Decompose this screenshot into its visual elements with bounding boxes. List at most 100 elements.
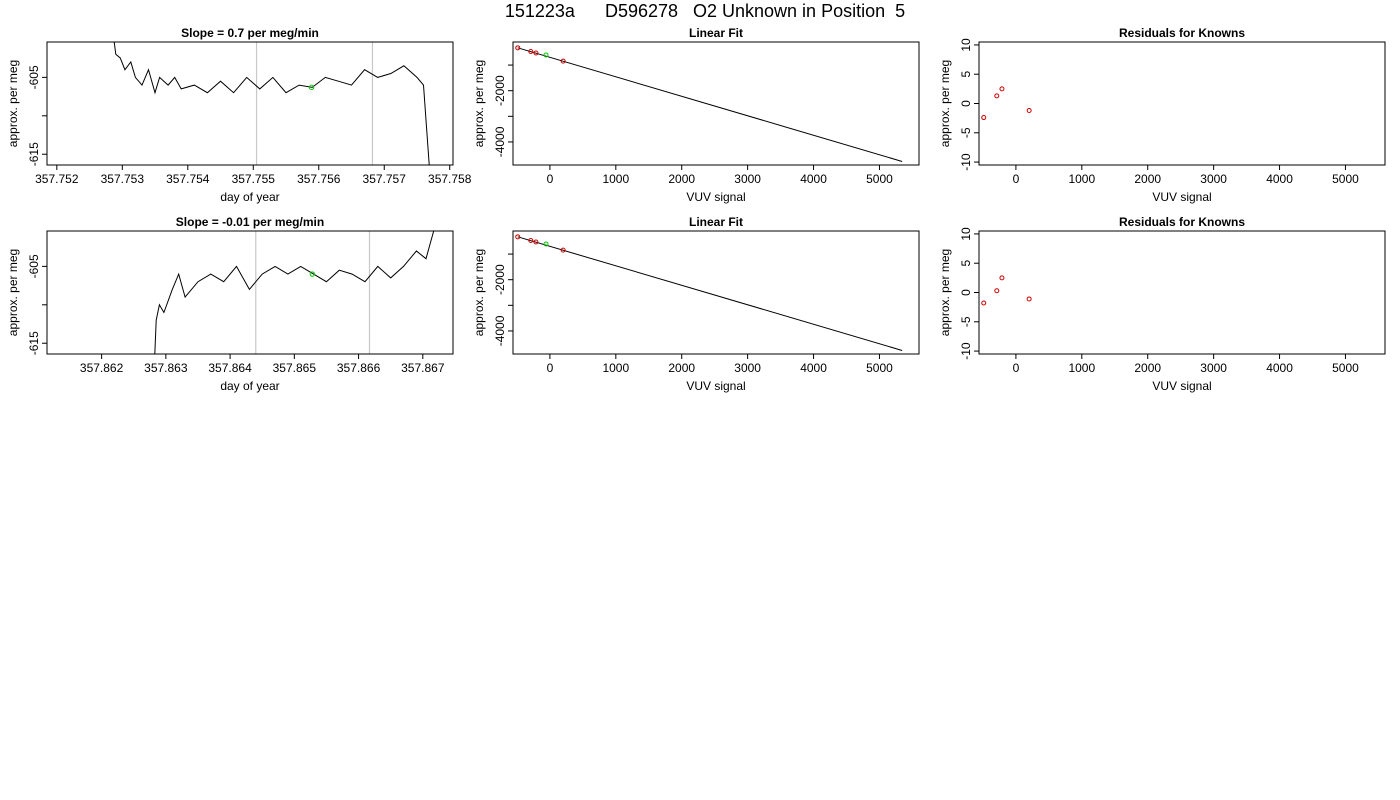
y-tick-label: 0 <box>959 289 973 296</box>
y-tick-label: 0 <box>959 100 973 107</box>
x-tick-label: 2000 <box>668 361 695 375</box>
unknown-point <box>308 84 315 91</box>
y-tick-label: -615 <box>27 142 41 166</box>
known-point <box>515 234 521 240</box>
plot-area <box>113 42 430 165</box>
plot-frame <box>46 41 454 166</box>
residual-point <box>994 93 1000 99</box>
y-tick-label: -2000 <box>493 264 507 295</box>
plot-frame <box>978 41 1386 166</box>
linear-fit-panel-bottom: Linear Fit 0 1000 2000 3000 4000 5000 -4000 -200… <box>472 215 920 393</box>
x-tick-label: 0 <box>547 361 554 375</box>
x-tick-label: 357.867 <box>401 361 445 375</box>
x-tick-label: 357.862 <box>80 361 124 375</box>
x-tick-label: 3000 <box>1200 361 1227 375</box>
x-tick-label: 0 <box>547 172 554 186</box>
x-tick-label: 4000 <box>800 172 827 186</box>
known-point <box>560 58 566 64</box>
unknown-point <box>543 52 549 58</box>
y-axis-label: approx. per meg <box>6 249 20 336</box>
x-tick-label: 357.757 <box>363 172 407 186</box>
y-axis-label: approx. per meg <box>472 60 486 147</box>
y-tick-label: -10 <box>959 342 973 360</box>
x-tick-label: 357.753 <box>101 172 145 186</box>
residual-point <box>981 300 987 306</box>
x-tick-label: 357.755 <box>232 172 276 186</box>
x-tick-label: 357.866 <box>337 361 381 375</box>
known-point <box>533 50 539 56</box>
y-tick-label: -5 <box>959 127 973 138</box>
y-axis-label: approx. per meg <box>938 249 952 336</box>
residuals-panel-top: Residuals for Knowns 0 1000 2000 3000 4000 500… <box>938 26 1386 204</box>
unknown-point <box>309 271 316 277</box>
x-tick-label: 2000 <box>668 172 695 186</box>
residual-point <box>1026 296 1032 302</box>
y-tick-label: 10 <box>959 38 973 52</box>
plot-area <box>154 231 435 354</box>
series-line <box>113 42 430 165</box>
known-point <box>528 237 534 243</box>
plot-area <box>981 275 1032 306</box>
x-tick-label: 3000 <box>1200 172 1227 186</box>
x-tick-label: 357.865 <box>273 361 317 375</box>
y-tick-label: -10 <box>959 153 973 171</box>
x-tick-label: 1000 <box>602 172 629 186</box>
x-tick-label: 3000 <box>734 361 761 375</box>
x-tick-label: 0 <box>1013 172 1020 186</box>
x-axis-label: day of year <box>220 379 279 393</box>
x-axis-label: VUV signal <box>686 190 745 204</box>
fit-line <box>517 236 903 351</box>
x-tick-label: 1000 <box>602 361 629 375</box>
plot-frame <box>46 230 454 355</box>
plot-area <box>515 234 903 351</box>
x-tick-label: 5000 <box>1332 172 1359 186</box>
x-tick-label: 2000 <box>1134 361 1161 375</box>
residual-point <box>999 275 1005 281</box>
x-tick-label: 1000 <box>1068 172 1095 186</box>
y-tick-label: -2000 <box>493 75 507 106</box>
residual-point <box>999 86 1005 92</box>
y-tick-label: 5 <box>959 260 973 267</box>
y-tick-label: -615 <box>27 331 41 355</box>
page-title: 151223a D596278 O2 Unknown in Position 5 <box>504 1 906 21</box>
plot-frame <box>512 41 920 166</box>
time-series-panel-bottom: Slope = -0.01 per meg/min 357.862 357.863 3… <box>6 215 454 393</box>
x-tick-label: 0 <box>1013 361 1020 375</box>
known-point <box>533 239 539 245</box>
residual-point <box>1026 108 1032 114</box>
x-tick-label: 5000 <box>1332 361 1359 375</box>
x-tick-label: 1000 <box>1068 361 1095 375</box>
y-tick-label: -5 <box>959 316 973 327</box>
residuals-panel-bottom: Residuals for Knowns 0 1000 2000 3000 4000 500… <box>938 215 1386 393</box>
chart-title: Residuals for Knowns <box>1119 215 1245 229</box>
y-tick-label: -605 <box>27 65 41 89</box>
known-point <box>528 48 534 54</box>
x-tick-label: 357.758 <box>428 172 472 186</box>
chart-title: Residuals for Knowns <box>1119 26 1245 40</box>
plot-area <box>515 45 903 162</box>
chart-title: Slope = -0.01 per meg/min <box>176 215 324 229</box>
x-tick-label: 357.864 <box>208 361 252 375</box>
x-axis-label: VUV signal <box>1152 190 1211 204</box>
time-series-panel-top: Slope = 0.7 per meg/min 357.752 357.753 357… <box>6 26 472 204</box>
y-tick-label: -4000 <box>493 315 507 346</box>
x-tick-label: 357.754 <box>166 172 210 186</box>
chart-title: Slope = 0.7 per meg/min <box>181 26 319 40</box>
x-tick-label: 357.863 <box>144 361 188 375</box>
x-tick-label: 4000 <box>1266 361 1293 375</box>
x-axis-label: VUV signal <box>686 379 745 393</box>
y-tick-label: 10 <box>959 227 973 241</box>
unknown-point <box>543 241 549 247</box>
y-axis-label: approx. per meg <box>6 60 20 147</box>
plot-frame <box>978 230 1386 355</box>
x-tick-label: 5000 <box>866 172 893 186</box>
plot-frame <box>512 230 920 355</box>
linear-fit-panel-top: Linear Fit 0 1000 2000 3000 4000 5000 -4000 -200… <box>472 26 920 204</box>
x-tick-label: 4000 <box>800 361 827 375</box>
y-tick-label: 5 <box>959 71 973 78</box>
x-tick-label: 357.756 <box>297 172 341 186</box>
x-axis-label: VUV signal <box>1152 379 1211 393</box>
chart-title: Linear Fit <box>689 26 743 40</box>
known-point <box>560 247 566 253</box>
residual-point <box>981 115 987 121</box>
